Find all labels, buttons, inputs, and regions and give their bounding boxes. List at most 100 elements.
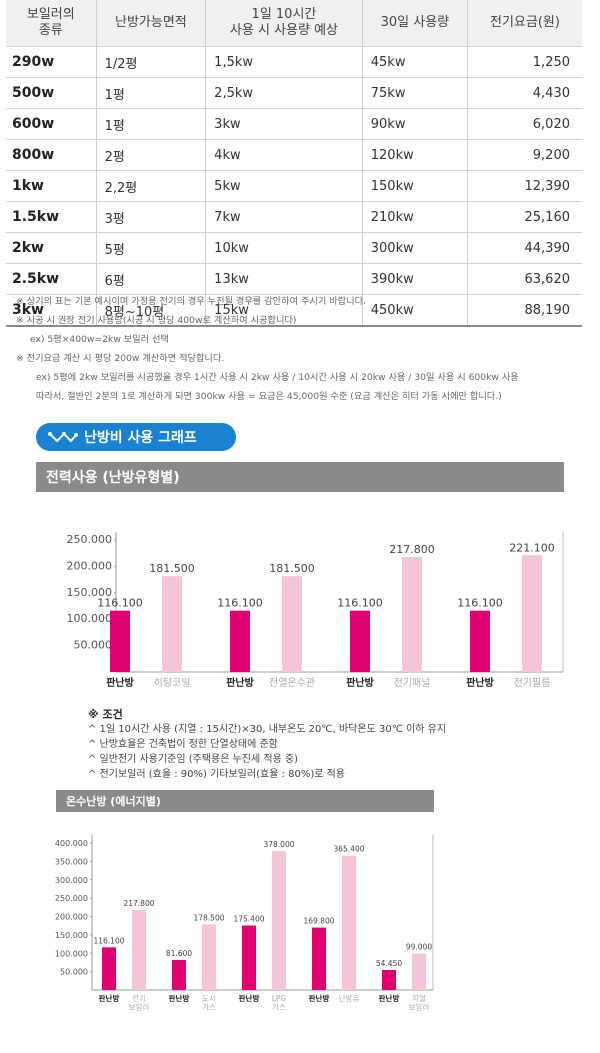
note-line: 따라서, 절반인 2분의 1로 계산하게 되면 300kw 사용 = 요금은 4… — [36, 391, 502, 402]
bar — [132, 909, 146, 990]
area-cell: 1평 — [95, 77, 207, 109]
bar-value-label: 169.800 — [303, 917, 334, 926]
cost-cell: 9,200 — [466, 139, 582, 171]
bar-value-label: 99.000 — [406, 943, 432, 952]
table-row: 2.5kw 6평 13kw 390kw 63,620 — [6, 263, 582, 295]
table-row: 1.5kw 3평 7kw 210kw 25,160 — [6, 201, 582, 233]
bar — [350, 610, 370, 672]
daily-usage-cell: 10kw — [205, 232, 363, 264]
category-label: LPG 가스 — [272, 994, 287, 1012]
bar-value-label: 116.100 — [337, 597, 383, 610]
cost-cell: 6,020 — [466, 108, 582, 140]
column-header: 1일 10시간 사용 시 사용량 예상 — [205, 0, 363, 47]
table-row: 290w 1/2평 1,5kw 45kw 1,250 — [6, 46, 582, 78]
daily-usage-cell: 1,5kw — [205, 46, 363, 78]
daily-usage-cell: 4kw — [205, 139, 363, 171]
power-usage-chart: 250.000 200.000 150.000 100.000 50.000 116.10… — [67, 532, 564, 689]
daily-usage-cell: 15kw — [205, 294, 363, 327]
y-tick-label: 200.000 — [55, 913, 88, 922]
area-cell: 1평 — [95, 108, 207, 140]
table-body: 290w 1/2평 1,5kw 45kw 1,250 500w 1평 2,5kw 75kw 4,4… — [6, 46, 582, 327]
cost-cell: 25,160 — [466, 201, 582, 233]
conditions: ※ 조건 ^ 1일 10시간 사용 (지열 : 15시간)×30, 내부온도 2… — [88, 707, 446, 782]
boiler-model-cell: 800w — [6, 139, 97, 171]
column-header: 30일 사용량 — [361, 0, 468, 47]
monthly-usage-cell: 300kw — [361, 232, 468, 264]
condition-line: ^ 일반전기 사용기준임 (주택용은 누진세 적용 중) — [88, 754, 299, 765]
y-tick-label: 100.000 — [67, 612, 113, 625]
y-tick-label: 250.000 — [55, 894, 88, 903]
area-cell: 2평 — [95, 139, 207, 171]
y-tick-label: 150.000 — [55, 931, 88, 940]
boiler-model-cell: 1kw — [6, 170, 97, 202]
bar — [470, 610, 490, 672]
table-row: 600w 1평 3kw 90kw 6,020 — [6, 108, 582, 140]
category-label: 도시 가스 — [202, 994, 216, 1012]
chart1-title: 전력사용 (난방유형별) — [36, 462, 564, 492]
category-label: 판난방 — [99, 993, 120, 1003]
hot-water-heating-chart: 400.000 350.000 300.000 250.000 200.000 150.0… — [55, 835, 434, 1012]
area-cell: 5평 — [95, 232, 207, 264]
area-cell: 3평 — [95, 201, 207, 233]
table-row: 800w 2평 4kw 120kw 9,200 — [6, 139, 582, 171]
boiler-model-cell: 3kw — [6, 294, 97, 327]
note-line: ex) 5평×400w=2kw 보일러 선택 — [30, 334, 169, 345]
bar-value-label: 217.800 — [389, 543, 435, 556]
bar-value-label: 365.400 — [333, 845, 364, 854]
monthly-usage-cell: 120kw — [361, 139, 468, 171]
boiler-model-cell: 500w — [6, 77, 97, 109]
category-label: 난방유 — [339, 993, 360, 1003]
bar-value-label: 378.000 — [263, 840, 294, 849]
category-label: 판난방 — [309, 993, 330, 1003]
y-tick-label: 300.000 — [55, 876, 88, 885]
bar — [172, 960, 186, 990]
bar-value-label: 116.100 — [457, 597, 503, 610]
daily-usage-cell: 2,5kw — [205, 77, 363, 109]
note-line: ※ 시공 시 권장 전기 사용량(시공 시 평당 400w로 계산하여 시공합니… — [16, 315, 297, 326]
daily-usage-cell: 7kw — [205, 201, 363, 233]
boiler-model-cell: 290w — [6, 46, 97, 78]
column-header: 난방가능면적 — [95, 0, 207, 47]
cost-cell: 12,390 — [466, 170, 582, 202]
y-tick-label: 150.000 — [67, 586, 113, 599]
condition-line: ^ 난방효율은 건축법이 정한 단열상태에 준함 — [88, 739, 278, 750]
bar — [102, 947, 116, 990]
bar — [402, 557, 422, 672]
bar-value-label: 116.100 — [217, 597, 263, 610]
category-label: 전기 보일러 — [129, 993, 150, 1012]
category-label: 판난방 — [169, 993, 190, 1003]
boiler-model-cell: 2.5kw — [6, 263, 97, 295]
area-cell: 2,2평 — [95, 170, 207, 202]
boiler-model-cell: 2kw — [6, 232, 97, 264]
y-tick-label: 50.000 — [60, 968, 88, 977]
bar — [272, 851, 286, 990]
monthly-usage-cell: 390kw — [361, 263, 468, 295]
monthly-usage-cell: 90kw — [361, 108, 468, 140]
category-label: 판난방 — [466, 676, 494, 689]
bar — [282, 576, 302, 672]
note-line: ※ 상기의 표는 기본 예시이며 가정용 전기의 경우 누진될 경우를 감안하여… — [16, 296, 366, 307]
category-label: 지열 보일러 — [409, 994, 430, 1012]
y-tick-label: 100.000 — [55, 949, 88, 958]
line-graph-icon — [48, 432, 78, 443]
bar — [522, 555, 542, 672]
bar — [382, 969, 396, 990]
y-tick-label: 200.000 — [67, 559, 113, 572]
monthly-usage-cell: 150kw — [361, 170, 468, 202]
chart2-title: 온수난방 (에너지별) — [56, 790, 434, 812]
bar-value-label: 181.500 — [149, 562, 195, 575]
table-row: 2kw 5평 10kw 300kw 44,390 — [6, 232, 582, 264]
area-cell: 6평 — [95, 263, 207, 295]
column-header: 전기요금(원) — [466, 0, 582, 47]
bar-value-label: 175.400 — [233, 915, 264, 924]
monthly-usage-cell: 210kw — [361, 201, 468, 233]
area-cell: 1/2평 — [95, 46, 207, 78]
column-header: 보일러의 종류 — [6, 0, 97, 47]
boiler-spec-table: 보일러의 종류 난방가능면적 1일 10시간 사용 시 사용량 예상 30일 사용량 전기요… — [6, 0, 582, 327]
monthly-usage-cell: 450kw — [361, 294, 468, 327]
conditions-header: ※ 조건 — [88, 708, 123, 721]
table-row: 3kw 8평~10평 15kw 450kw 88,190 — [6, 294, 582, 327]
bar-value-label: 116.100 — [93, 936, 124, 945]
category-label: 판난방 — [106, 676, 134, 689]
